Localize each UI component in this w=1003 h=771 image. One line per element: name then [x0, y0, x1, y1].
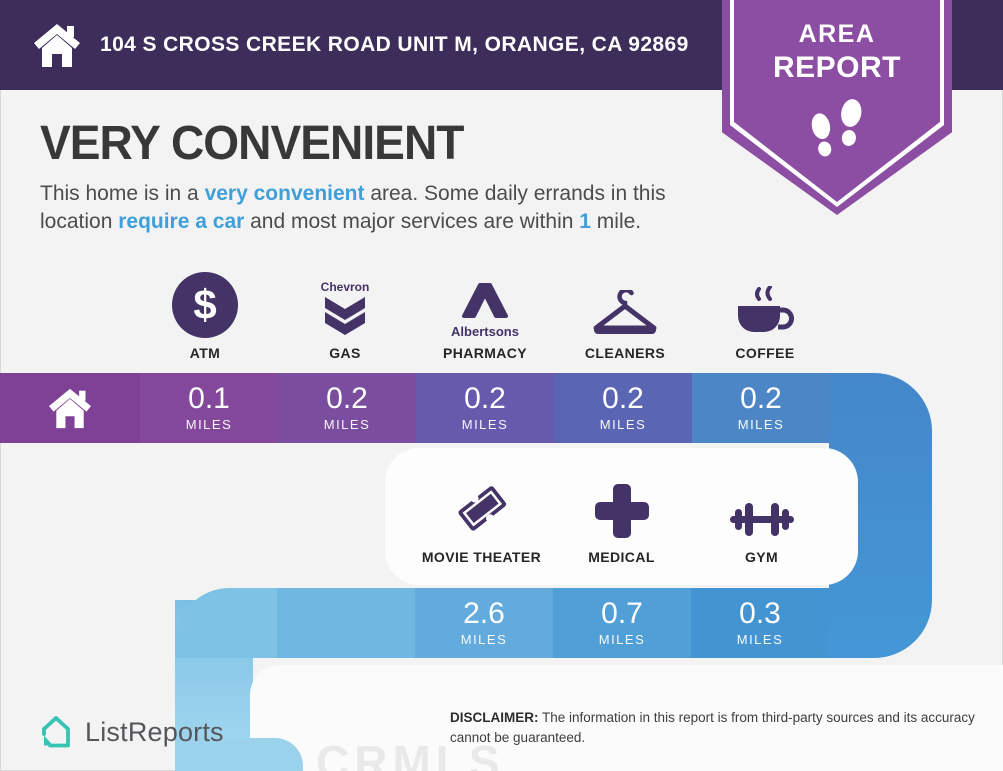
path-curve-segment: [175, 588, 277, 658]
distance-segment: 0.2 MILES: [416, 373, 554, 443]
footprints-icon: [811, 99, 862, 157]
distance-value: 0.2: [602, 382, 644, 415]
albertsons-icon: [462, 283, 508, 318]
poi-coffee: COFFEE: [695, 254, 835, 361]
distance-segment: 0.2 MILES: [692, 373, 830, 443]
distance-unit: MILES: [736, 632, 784, 647]
distance-segment: 0.7 MILES: [553, 588, 691, 658]
distance-unit: MILES: [461, 417, 509, 432]
area-report-badge: AREA REPORT: [722, 0, 952, 215]
summary-line1-post: area. Some daily errands in this: [364, 182, 666, 205]
distance-segment: 2.6 MILES: [415, 588, 553, 658]
summary-line1-accent: very convenient: [204, 182, 365, 205]
distance-segment: 0.1 MILES: [140, 373, 278, 443]
summary-line2-accent: require a car: [118, 209, 245, 233]
page-title: VERY CONVENIENT: [40, 117, 464, 170]
chevron-brand-text: Chevron: [320, 280, 370, 294]
distance-unit: MILES: [185, 417, 233, 432]
listreports-logo: ListReports: [36, 712, 224, 752]
poi-label: COFFEE: [735, 345, 795, 361]
distance-value: 0.1: [188, 382, 230, 415]
disclaimer-body: The information in this report is from t…: [450, 710, 975, 745]
poi-row-2: MOVIE THEATER MEDICAL GYM: [385, 448, 858, 585]
distance-unit: MILES: [599, 417, 647, 432]
albertsons-brand-text: Albertsons: [451, 324, 519, 339]
distance-segment: 0.2 MILES: [278, 373, 416, 443]
distance-value: 0.3: [739, 597, 781, 630]
distance-unit: MILES: [737, 417, 785, 432]
disclaimer-panel: [250, 665, 1003, 771]
home-icon: [49, 388, 91, 429]
poi-cleaners: CLEANERS: [555, 254, 695, 361]
poi-label: PHARMACY: [442, 345, 528, 361]
summary-line2-mid: and most major services are within: [244, 209, 580, 233]
ticket-icon: [457, 486, 506, 531]
home-icon: [34, 24, 80, 67]
path-segment: [277, 588, 415, 658]
medical-cross-icon: [594, 484, 649, 538]
dumbbell-icon: [729, 503, 794, 536]
distance-value: 0.2: [326, 382, 368, 415]
summary-line2-accent2: 1: [579, 209, 591, 233]
poi-row-1: $ ATM Chevron GAS Albertsons: [135, 254, 835, 361]
summary-line2-pre: location: [40, 209, 119, 233]
poi-pharmacy: Albertsons PHARMACY: [415, 254, 555, 361]
poi-label: MEDICAL: [588, 549, 655, 565]
disclaimer-label: DISCLAIMER:: [450, 710, 539, 725]
summary-line2-post: mile.: [590, 209, 642, 233]
poi-label: CLEANERS: [584, 345, 666, 361]
poi-gym: GYM: [692, 458, 832, 585]
poi-label: GYM: [744, 549, 779, 565]
disclaimer-text: DISCLAIMER: The information in this repo…: [450, 708, 978, 747]
listreports-logo-icon: [42, 716, 70, 748]
coffee-cup-icon: [738, 286, 794, 332]
brand-name: ListReports: [85, 716, 224, 747]
poi-movie-theater: MOVIE THEATER: [412, 458, 552, 585]
distance-value: 2.6: [463, 597, 505, 630]
path-bottom-turn: [175, 738, 303, 771]
distance-unit: MILES: [460, 632, 508, 647]
chevron-gas-icon: [325, 297, 365, 335]
distance-segment: 0.2 MILES: [554, 373, 692, 443]
home-segment: [0, 373, 140, 443]
hanger-icon: [593, 290, 657, 334]
badge-line1: AREA: [798, 20, 876, 48]
poi-label: GAS: [329, 345, 361, 361]
poi-atm: $ ATM: [135, 254, 275, 361]
distance-value: 0.2: [464, 382, 506, 415]
distance-unit: MILES: [598, 632, 646, 647]
summary-text: This home is in a very convenient area. …: [40, 180, 740, 236]
distance-value: 0.2: [740, 382, 782, 415]
summary-line1-pre: This home is in a: [40, 182, 205, 205]
distance-unit: MILES: [323, 417, 371, 432]
poi-label: ATM: [189, 345, 221, 361]
atm-dollar-icon: $: [172, 272, 238, 338]
poi-gas: Chevron GAS: [275, 254, 415, 361]
property-address: 104 S CROSS CREEK ROAD UNIT M, ORANGE, C…: [100, 33, 689, 56]
badge-text: AREA REPORT: [722, 20, 952, 85]
crmls-watermark: CRMLS: [316, 736, 505, 771]
poi-label: MOVIE THEATER: [421, 549, 542, 565]
distance-bar-1: 0.1 MILES 0.2 MILES 0.2 MILES 0.2 MILES …: [0, 373, 830, 443]
distance-bar-2: 2.6 MILES 0.7 MILES 0.3 MILES: [175, 588, 829, 658]
distance-value: 0.7: [601, 597, 643, 630]
dollar-sign: $: [193, 281, 217, 328]
badge-line2: REPORT: [772, 51, 901, 84]
distance-segment: 0.3 MILES: [691, 588, 829, 658]
poi-medical: MEDICAL: [552, 458, 692, 585]
